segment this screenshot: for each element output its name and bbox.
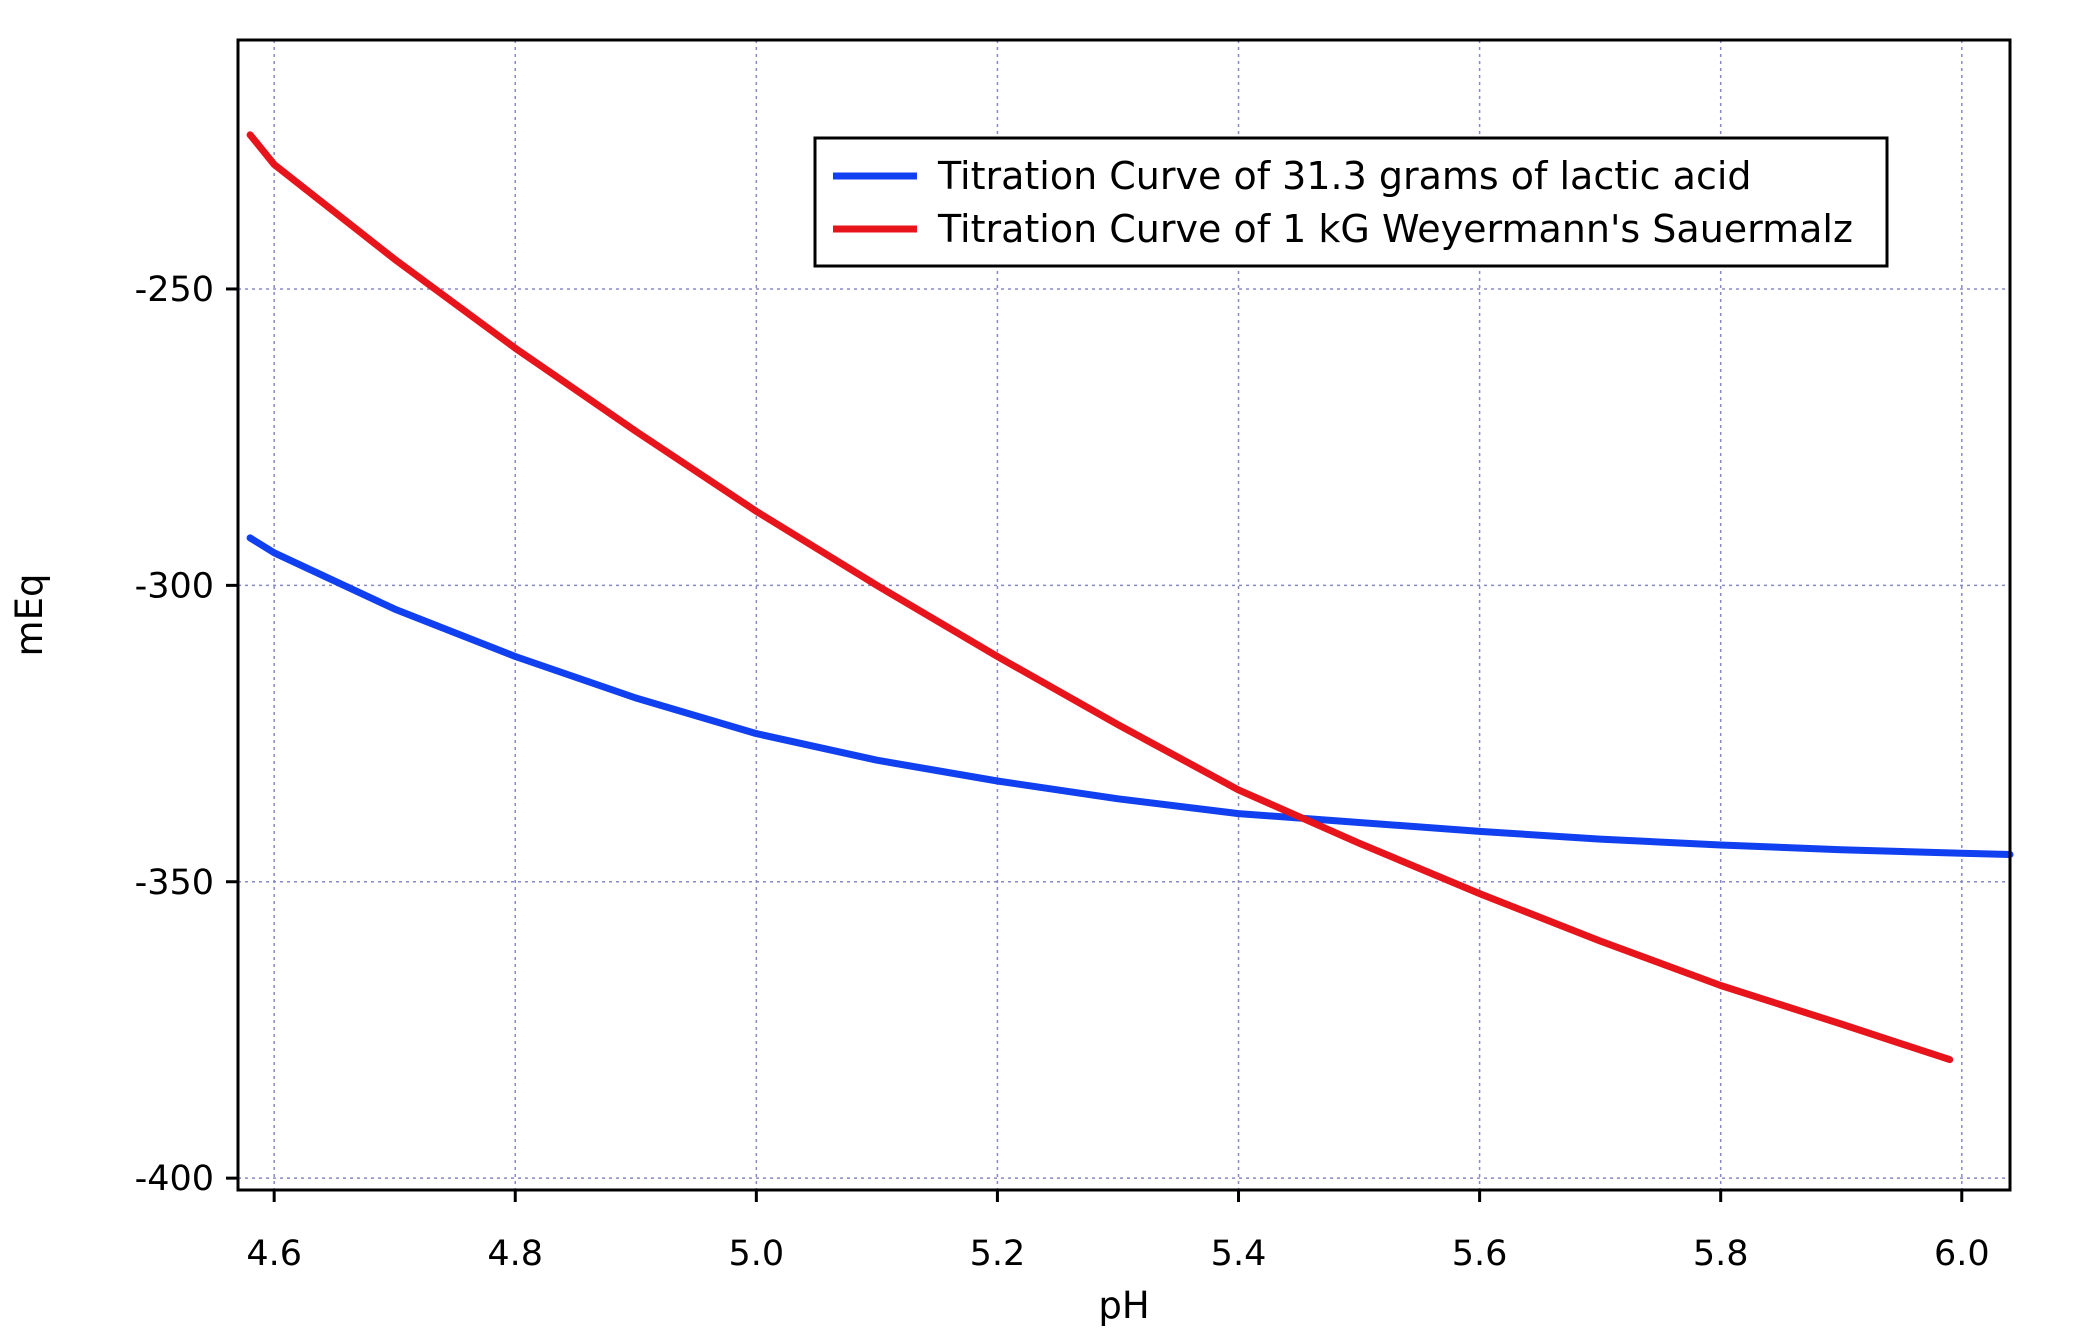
x-tick-label: 6.0 — [1934, 1234, 1990, 1274]
y-tick-label: -350 — [135, 863, 214, 903]
x-axis-label: pH — [1098, 1284, 1149, 1327]
series-lines — [246, 131, 2014, 1064]
series-line-2 — [246, 131, 1954, 1064]
legend-box — [813, 136, 1889, 268]
series-line-1 — [246, 534, 2014, 858]
y-tick-label: -300 — [135, 566, 214, 606]
x-tick-label: 4.8 — [487, 1234, 543, 1274]
plot-frame — [236, 38, 2012, 1192]
y-tick-label: -400 — [135, 1159, 214, 1199]
y-axis-label: mEq — [8, 574, 51, 657]
y-tick-label: -250 — [135, 270, 214, 310]
x-tick-label: 5.2 — [970, 1234, 1026, 1274]
x-axis-ticks: 4.6 4.8 5.0 5.2 5.4 5.6 5.8 6.0 — [246, 1190, 1990, 1274]
x-tick-label: 5.4 — [1211, 1234, 1267, 1274]
y-axis-ticks: -250 -300 -350 -400 — [135, 270, 238, 1199]
x-tick-label: 4.6 — [246, 1234, 302, 1274]
legend: Titration Curve of 31.3 grams of lactic … — [813, 136, 1889, 268]
legend-entry-2: Titration Curve of 1 kG Weyermann's Saue… — [937, 207, 1853, 251]
legend-entry-1: Titration Curve of 31.3 grams of lactic … — [937, 154, 1752, 198]
x-tick-label: 5.6 — [1452, 1234, 1508, 1274]
x-tick-label: 5.8 — [1693, 1234, 1749, 1274]
x-tick-label: 5.0 — [729, 1234, 785, 1274]
